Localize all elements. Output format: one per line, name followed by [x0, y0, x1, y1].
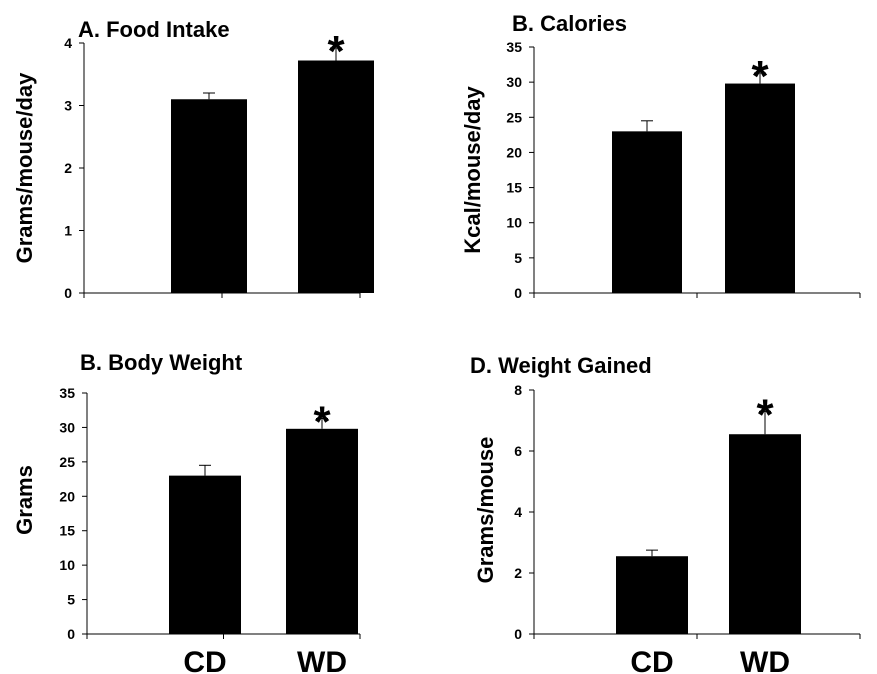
y-tick-label: 15	[506, 180, 522, 196]
y-tick-label: 25	[59, 454, 75, 470]
y-tick-label: 3	[64, 98, 72, 114]
y-axis-label: Grams/mouse/day	[12, 72, 37, 264]
panel-title: B. Calories	[512, 11, 627, 36]
y-tick-label: 5	[514, 250, 522, 266]
chart-panel-3: B. Body Weight Grams 0 5 10 15 20 25 30 35 CD * WD	[12, 350, 361, 674]
category-label: CD	[183, 646, 226, 674]
significance-marker: *	[313, 397, 331, 446]
y-tick-label: 4	[514, 504, 522, 520]
y-tick-label: 6	[514, 443, 522, 459]
panel-title: D. Weight Gained	[470, 353, 652, 378]
y-tick-label: 10	[59, 557, 75, 573]
y-tick-label: 5	[67, 592, 75, 608]
y-tick-label: 0	[64, 285, 72, 301]
category-label: CD	[630, 646, 673, 674]
y-tick-label: 20	[506, 144, 522, 160]
y-tick-label: 2	[64, 160, 72, 176]
y-tick-label: 30	[59, 419, 75, 435]
y-tick-label: 4	[64, 35, 72, 51]
bar-cd	[616, 556, 688, 634]
y-tick-label: 30	[506, 74, 522, 90]
chart-panel-1: A. Food Intake Grams/mouse/day 0 1 2 3 4 *	[12, 17, 374, 301]
significance-marker: *	[756, 390, 774, 439]
bar-wd	[298, 60, 374, 293]
significance-marker: *	[751, 52, 769, 101]
category-label: WD	[297, 646, 347, 674]
y-tick-label: 0	[514, 285, 522, 301]
y-tick-label: 15	[59, 523, 75, 539]
bar-cd	[169, 475, 241, 634]
y-tick-label: 25	[506, 109, 522, 125]
y-tick-label: 0	[514, 626, 522, 642]
y-tick-label: 10	[506, 215, 522, 231]
bar-cd	[612, 131, 682, 293]
bar-wd	[725, 83, 795, 293]
y-tick-label: 20	[59, 488, 75, 504]
y-axis-label: Grams	[12, 465, 37, 535]
bar-cd	[171, 99, 247, 293]
chart-panel-2: B. Calories Kcal/mouse/day 0 5 10 15 20 25 30 35 *	[460, 11, 861, 301]
chart-panel-4: D. Weight Gained Grams/mouse 0 2 4 6 8 CD * WD	[470, 353, 861, 674]
y-axis-label: Grams/mouse	[473, 437, 498, 584]
significance-marker: *	[327, 27, 345, 76]
y-tick-label: 1	[64, 223, 72, 239]
bar-wd	[729, 434, 801, 634]
panel-title: A. Food Intake	[78, 17, 230, 42]
category-label: WD	[740, 646, 790, 674]
y-tick-label: 2	[514, 565, 522, 581]
y-tick-label: 35	[506, 39, 522, 55]
y-tick-label: 0	[67, 626, 75, 642]
y-tick-label: 8	[514, 382, 522, 398]
panel-title: B. Body Weight	[80, 350, 243, 375]
y-axis-label: Kcal/mouse/day	[460, 85, 485, 253]
bar-wd	[286, 428, 358, 634]
y-tick-label: 35	[59, 385, 75, 401]
